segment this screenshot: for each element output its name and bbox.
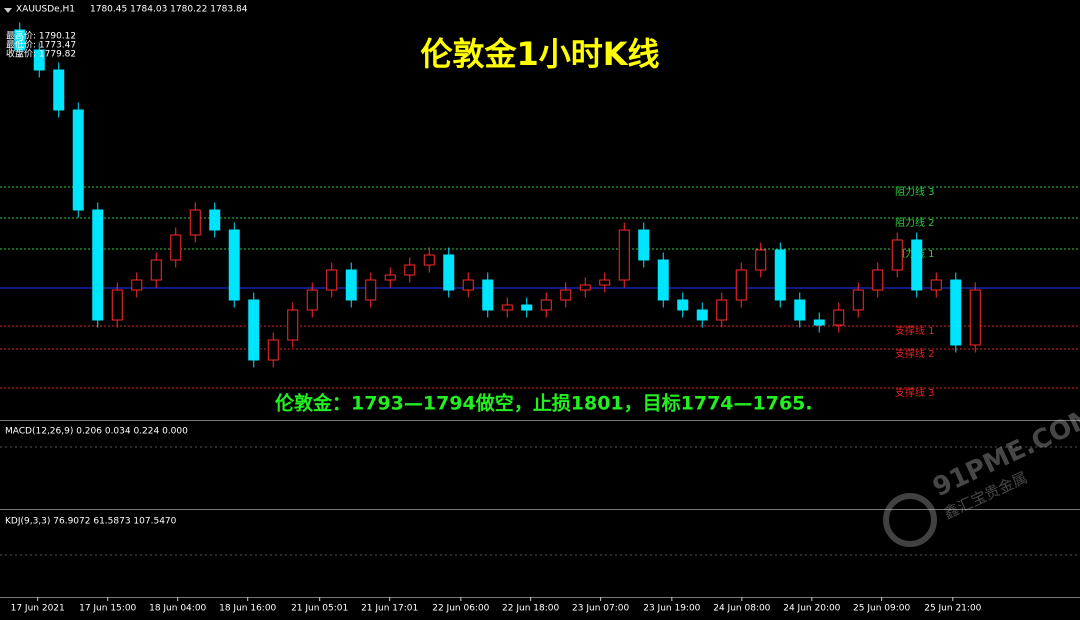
candle-body [384,274,396,281]
candle-body [170,234,182,261]
candle-body [872,269,884,291]
level-label: 阻力线 2 [895,216,935,229]
candle-body [92,209,104,321]
candle-body [33,49,45,71]
candle-body [794,299,806,321]
candle-body [969,289,981,346]
candle-body [852,289,864,311]
x-tick-label: 18 Jun 04:00 [149,604,206,614]
candle-body [521,304,533,311]
candle-body [833,309,845,326]
x-tick-label: 23 Jun 07:00 [572,604,629,614]
candle-body [638,229,650,261]
candle-body [404,264,416,276]
candle-body [111,289,123,321]
x-tick-label: 21 Jun 17:01 [361,604,418,614]
annotation: 伦敦金：1793—1794做空，止损1801，目标1774—1765. [275,392,813,415]
candle-body [657,259,669,301]
candle-body [228,229,240,301]
candle-body [150,259,162,281]
candle-body [891,239,903,271]
candle-body [462,279,474,291]
candle-body [306,289,318,311]
level-label: 支撑线 2 [895,347,935,360]
candle-body [131,279,143,291]
x-tick-label: 17 Jun 15:00 [79,604,136,614]
macd-label: MACD(12,26,9) 0.206 0.034 0.224 0.000 [5,427,188,437]
candle-body [423,254,435,266]
x-tick-label: 23 Jun 19:00 [643,604,700,614]
candle-body [482,279,494,311]
candle-body [560,289,572,301]
candle-body [735,269,747,301]
x-tick-label: 22 Jun 18:00 [502,604,559,614]
candle-body [501,304,513,311]
candle-body [443,254,455,291]
candle-body [755,249,767,271]
candle-body [540,299,552,311]
candle-body [677,299,689,311]
level-label: 支撑线 3 [895,386,935,399]
ohlc: 1780.45 1784.03 1780.22 1783.84 [90,5,248,15]
candle-body [579,284,591,291]
info-line: 最高价: 1790.12 [6,30,76,42]
kdj-label: KDJ(9,3,3) 76.9072 61.5873 107.5470 [5,517,177,527]
symbol: XAUUSDe,H1 [16,5,75,15]
x-tick-label: 24 Jun 20:00 [783,604,840,614]
menu-arrow[interactable] [4,8,12,13]
x-tick-label: 24 Jun 08:00 [713,604,770,614]
info-line: 收盘价: 1779.82 [6,48,76,60]
info-line: 最低价: 1773.47 [6,39,76,51]
candle-body [267,339,279,361]
candle-body [599,279,611,286]
x-tick-label: 25 Jun 21:00 [924,604,981,614]
candle-body [774,249,786,301]
candle-body [618,229,630,281]
x-tick-label: 25 Jun 09:00 [853,604,910,614]
x-tick-label: 22 Jun 06:00 [432,604,489,614]
candle-body [53,69,65,111]
candle-body [14,29,26,51]
candle-body [911,239,923,291]
candle-body [696,309,708,321]
level-label: 支撑线 1 [895,324,935,337]
x-tick-label: 21 Jun 05:01 [291,604,348,614]
candle-body [248,299,260,361]
candle-body [326,269,338,291]
candle-body [930,279,942,291]
candle-body [345,269,357,301]
candle-body [189,209,201,236]
candle-body [72,109,84,211]
x-tick-label: 18 Jun 16:00 [219,604,276,614]
candle-body [365,279,377,301]
x-tick-label: 17 Jun 2021 [11,604,65,614]
candle-body [716,299,728,321]
candle-body [950,279,962,346]
chart-title: 伦敦金1小时K线 [420,35,659,73]
candle-body [209,209,221,231]
watermark-logo [883,493,937,547]
candle-body [287,309,299,341]
level-label: 阻力线 3 [895,185,935,198]
candle-body [813,319,825,326]
